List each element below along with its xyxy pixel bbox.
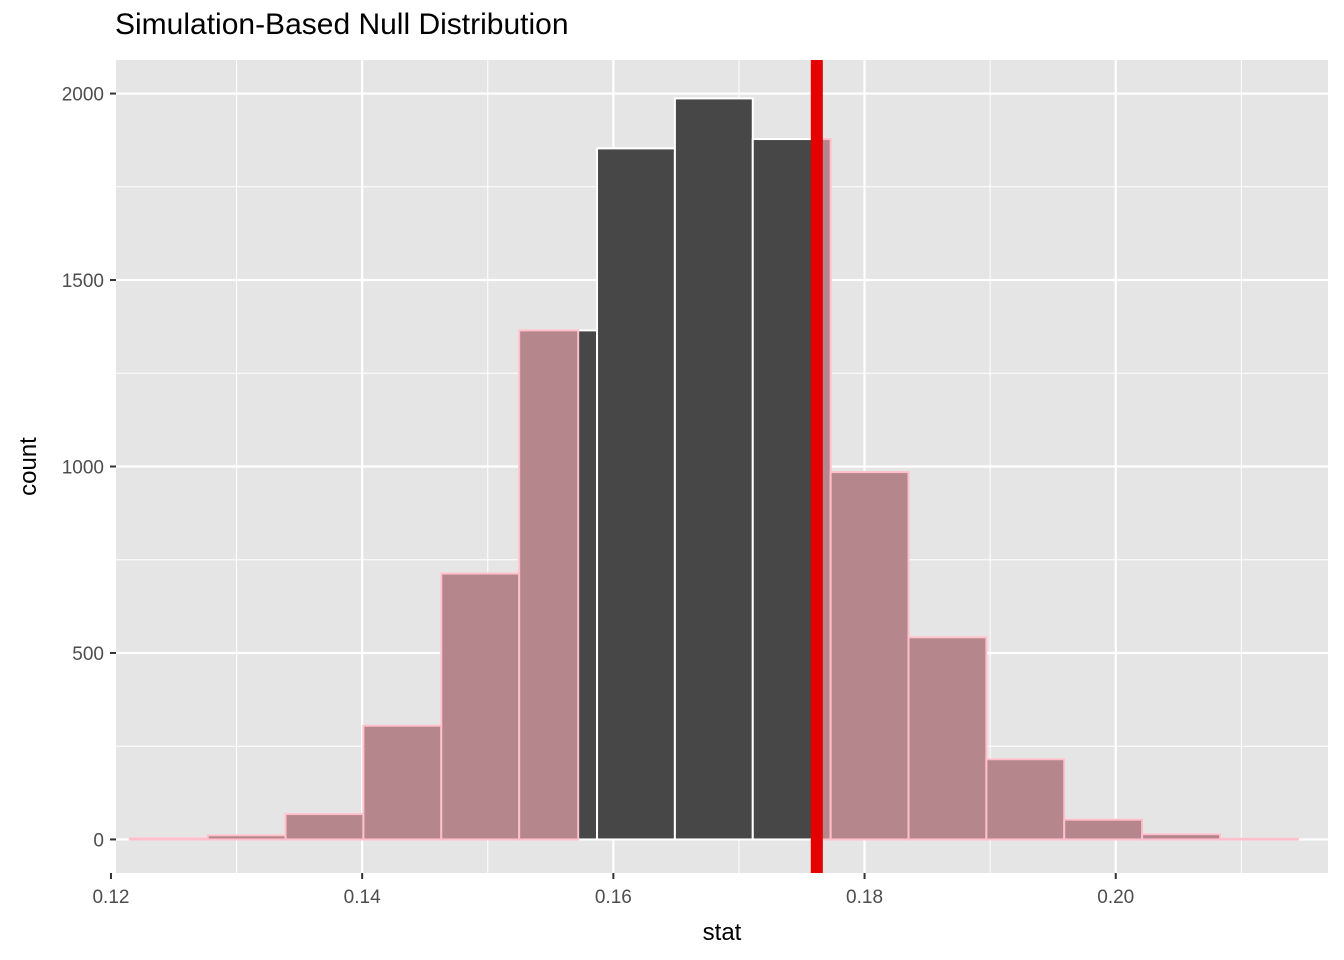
axes: 0.12 0.14 0.16 0.18 0.20 0 500 1000 1500 2000 [62,85,1135,908]
y-tick-label: 500 [72,644,104,665]
y-tick-label: 2000 [62,85,104,106]
shaded-bar-4-1 [362,724,443,841]
shaded-bar-13-1 [1063,818,1144,841]
y-tick-label: 1500 [62,271,104,292]
shaded-bar-2-1 [206,834,287,841]
y-tick-label: 0 [93,830,104,851]
histogram-bar-8 [673,97,754,841]
x-tick-label: 0.14 [344,887,381,908]
shaded-tail-bars [128,138,1299,841]
shaded-bar-11-1 [907,636,988,841]
shaded-bar-6-1 [518,329,580,841]
shaded-bar-14-1 [1141,833,1221,841]
shaded-bar-15-1 [1218,837,1299,841]
chart-title: Simulation-Based Null Distribution [115,8,569,41]
x-tick-label: 0.16 [595,887,632,908]
shaded-bar-3-1 [284,813,365,841]
x-axis-title: stat [703,919,742,946]
shaded-bar-5-1 [440,572,521,841]
shaded-bar-12-1 [985,758,1066,841]
histogram-bar-7 [596,147,676,841]
x-tick-label: 0.20 [1097,887,1134,908]
shaded-bar-1-1 [128,837,209,841]
shaded-bar-10-1 [829,471,910,841]
x-tick-label: 0.12 [92,887,129,908]
y-axis-title: count [15,437,42,496]
x-tick-label: 0.18 [846,887,883,908]
y-tick-label: 1000 [62,458,104,479]
